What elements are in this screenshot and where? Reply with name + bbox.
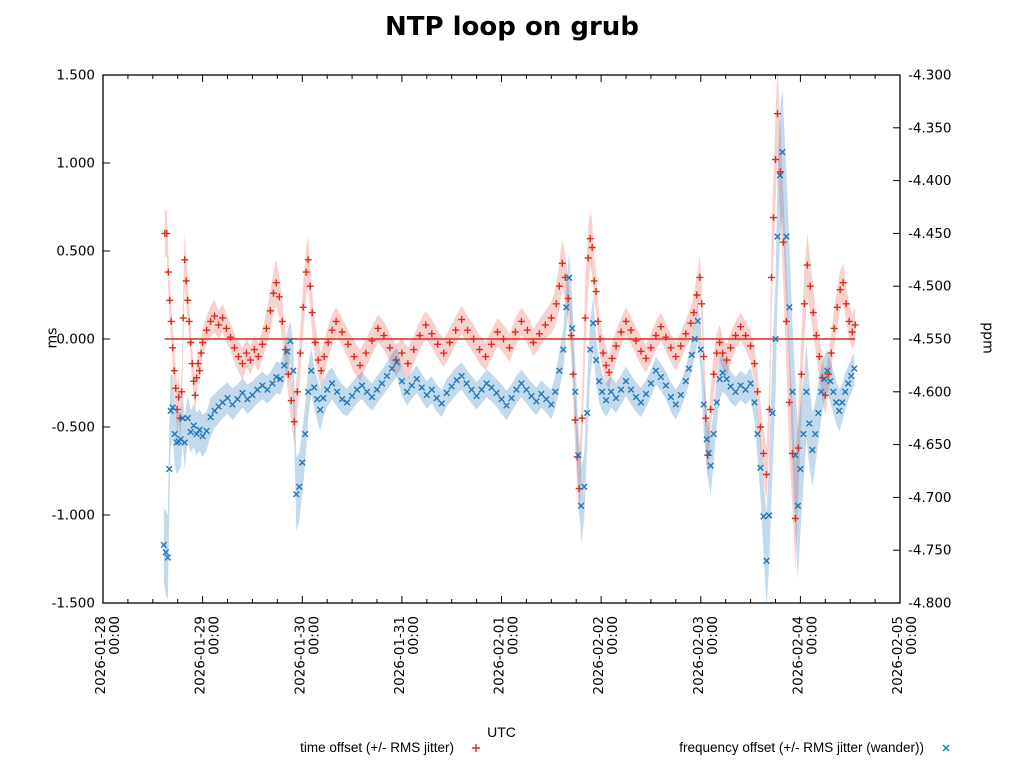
x-tick-label-time: 00:00 (904, 616, 920, 655)
y-right-tick-label: -4.400 (908, 173, 952, 189)
y-right-tick-label: -4.650 (908, 437, 952, 453)
y-left-tick-label: -0.500 (51, 420, 95, 436)
legend-entry-frequency-offset: frequency offset (+/- RMS jitter (wander… (679, 740, 954, 755)
legend-label-time-offset: time offset (+/- RMS jitter) (300, 740, 454, 755)
x-tick-label-time: 00:00 (804, 616, 820, 655)
y-axis-left-label: ms (44, 327, 61, 349)
y-left-tick-label: 1.000 (56, 156, 95, 172)
x-tick-label-date: 2026-01-28 (93, 616, 109, 694)
y-axis-right-label: ppm (979, 322, 996, 354)
time-offset-jitter-band (164, 75, 856, 572)
plot-border (102, 74, 901, 604)
y-right-tick-label: -4.550 (908, 332, 952, 348)
time-offset-markers (161, 110, 859, 522)
x-tick-label-time: 00:00 (605, 616, 621, 655)
y-right-tick-label: -4.700 (908, 490, 952, 506)
axis-tick-labels: 1.500 1.000 0.500 0.000 -0.500 -1.000 -1.500 -4… (51, 68, 951, 695)
y-right-tick-label: -4.450 (908, 226, 952, 242)
y-left-tick-label: 1.500 (56, 68, 95, 84)
y-right-tick-label: -4.600 (908, 384, 952, 400)
legend-entry-time-offset: time offset (+/- RMS jitter) (300, 740, 484, 755)
cross-icon (942, 744, 950, 751)
x-tick-label-time: 00:00 (705, 616, 721, 655)
x-tick-label-date: 2026-01-31 (392, 616, 408, 694)
y-left-tick-label: 0.500 (56, 244, 95, 260)
y-right-tick-label: -4.300 (908, 68, 952, 84)
y-left-tick-label: 0.000 (56, 332, 95, 348)
y-right-tick-label: -4.500 (908, 279, 952, 295)
x-tick-label-date: 2026-02-01 (492, 616, 508, 694)
x-tick-label-date: 2026-01-29 (193, 616, 209, 694)
y-right-tick-label: -4.350 (908, 120, 952, 136)
x-axis-label: UTC (487, 724, 516, 740)
y-left-tick-label: -1.500 (51, 596, 95, 612)
x-tick-label-date: 2026-02-02 (591, 616, 607, 694)
legend-label-frequency-offset: frequency offset (+/- RMS jitter (wander… (679, 740, 924, 755)
x-tick-label-date: 2026-02-03 (691, 616, 707, 694)
x-tick-label-date: 2026-01-30 (292, 616, 308, 694)
x-tick-label-time: 00:00 (107, 616, 123, 655)
y-right-tick-label: -4.800 (908, 596, 952, 612)
x-tick-label-time: 00:00 (306, 616, 322, 655)
x-tick-label-date: 2026-02-05 (890, 616, 906, 694)
y-right-tick-label: -4.750 (908, 543, 952, 559)
plus-icon (472, 743, 480, 752)
x-tick-label-time: 00:00 (207, 616, 223, 655)
y-left-tick-label: -1.000 (51, 508, 95, 524)
x-tick-label-time: 00:00 (406, 616, 422, 655)
x-tick-label-date: 2026-02-04 (790, 616, 806, 694)
chart-title: NTP loop on grub (385, 12, 639, 42)
frequency-offset-markers (160, 148, 858, 565)
x-tick-label-time: 00:00 (506, 616, 522, 655)
